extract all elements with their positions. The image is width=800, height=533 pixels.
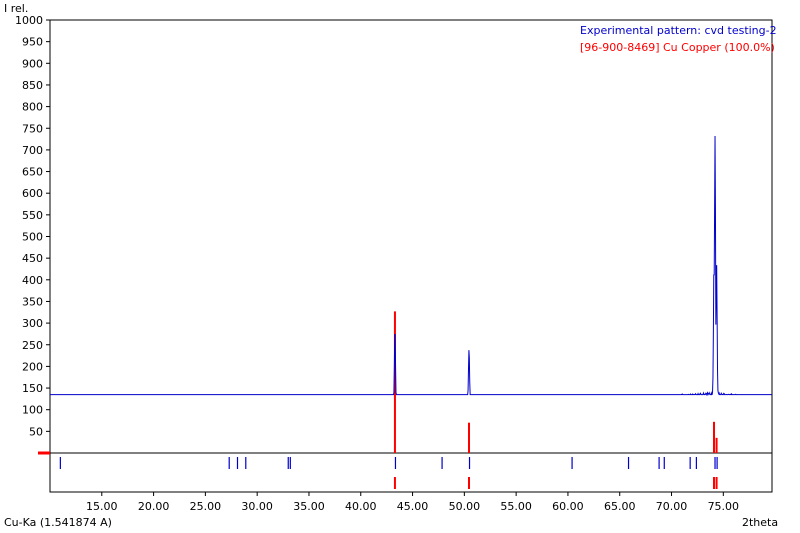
experimental-pattern-line [50, 136, 772, 397]
y-tick-label: 250 [22, 339, 43, 352]
y-tick-label: 950 [22, 36, 43, 49]
y-tick-label: 400 [22, 274, 43, 287]
y-tick-label: 750 [22, 122, 43, 135]
y-tick-label: 150 [22, 382, 43, 395]
x-tick-label: 20.00 [138, 500, 170, 513]
reference-sticks [393, 311, 718, 453]
y-tick-label: 550 [22, 209, 43, 222]
y-axis: 50 100 150 200 250 300 350 400 450 500 550 600 650 70… [15, 14, 50, 438]
y-axis-label: I rel. [4, 2, 29, 15]
y-tick-label: 450 [22, 252, 43, 265]
x-tick-label: 65.00 [604, 500, 636, 513]
x-tick-label: 60.00 [552, 500, 584, 513]
x-tick-label: 15.00 [86, 500, 118, 513]
y-tick-label: 700 [22, 144, 43, 157]
radiation-label: Cu-Ka (1.541874 A) [4, 516, 112, 529]
zero-marker [38, 451, 50, 455]
y-tick-label: 1000 [15, 14, 43, 27]
x-tick-label: 55.00 [500, 500, 532, 513]
y-tick-label: 800 [22, 101, 43, 114]
reflection-ticks [59, 457, 718, 489]
y-tick-label: 600 [22, 187, 43, 200]
y-tick-label: 100 [22, 404, 43, 417]
legend-experimental: Experimental pattern: cvd testing-2 [580, 24, 777, 37]
y-tick-label: 900 [22, 57, 43, 70]
x-tick-label: 40.00 [345, 500, 377, 513]
x-tick-label: 35.00 [293, 500, 325, 513]
y-tick-label: 650 [22, 166, 43, 179]
x-tick-label: 25.00 [190, 500, 222, 513]
y-tick-label: 850 [22, 79, 43, 92]
x-tick-label: 70.00 [656, 500, 688, 513]
x-axis-label: 2theta [742, 516, 779, 529]
chart-axes [38, 19, 773, 493]
x-tick-label: 50.00 [449, 500, 481, 513]
x-tick-label: 45.00 [397, 500, 429, 513]
plot-frame [49, 19, 773, 493]
y-tick-label: 200 [22, 360, 43, 373]
x-axis: 15.00 20.00 25.00 30.00 35.00 40.00 45.00 50.00… [86, 492, 739, 513]
y-tick-label: 50 [29, 425, 43, 438]
x-tick-label: 30.00 [241, 500, 273, 513]
legend-copper: [96-900-8469] Cu Copper (100.0%) [580, 41, 775, 54]
y-tick-label: 500 [22, 231, 43, 244]
y-tick-label: 300 [22, 317, 43, 330]
y-tick-label: 350 [22, 295, 43, 308]
x-tick-label: 75.00 [708, 500, 740, 513]
